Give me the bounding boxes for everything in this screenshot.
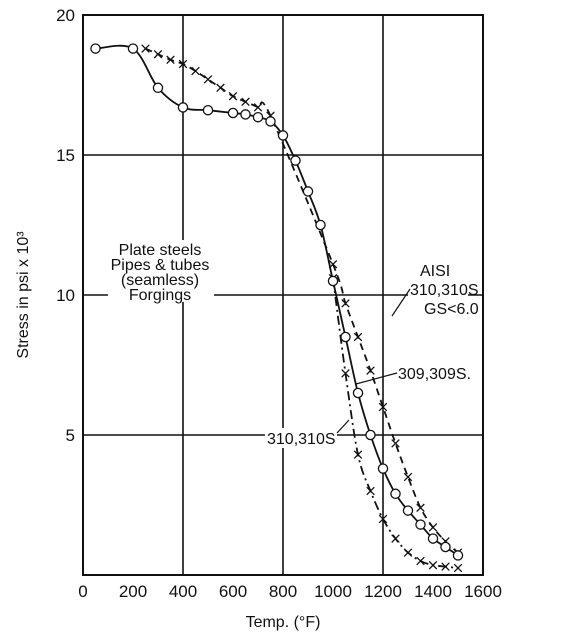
circle-marker — [202, 104, 214, 116]
circle-marker — [90, 43, 101, 54]
circle-marker — [277, 130, 289, 141]
x-tick-label: 600 — [219, 582, 247, 601]
x-marker — [353, 332, 363, 342]
x-tick-label: 1000 — [314, 582, 352, 601]
x-marker — [391, 534, 400, 543]
label-310-gs: AISI 310,310S GS<6.0 — [391, 260, 479, 318]
circle-marker — [340, 331, 351, 343]
circle-marker — [352, 387, 364, 399]
x-marker — [141, 44, 150, 53]
x-marker — [328, 259, 338, 269]
circle-marker — [152, 82, 164, 94]
label-aisi: AISI — [420, 263, 450, 280]
label-310-310s-gs: 310,310S — [410, 282, 479, 299]
x-marker — [428, 523, 438, 532]
label-gs-value: GS<6.0 — [424, 301, 479, 318]
x-marker — [178, 59, 188, 69]
circle-marker — [127, 43, 139, 54]
x-marker — [241, 97, 250, 107]
label-309-309s: 309,309S. — [398, 366, 471, 383]
leader-310-gs — [391, 288, 411, 317]
x-tick-label: 1200 — [364, 582, 402, 601]
leader-309 — [355, 372, 398, 385]
y-tick-label: 20 — [56, 6, 75, 25]
x-marker — [353, 450, 363, 459]
x-tick-label: 200 — [119, 582, 147, 601]
x-marker — [441, 562, 450, 571]
series-markers — [90, 43, 464, 573]
x-marker — [403, 472, 413, 482]
label-background — [408, 260, 468, 318]
x-tick-label: 0 — [78, 582, 87, 601]
x-marker — [428, 560, 438, 570]
x-marker — [378, 402, 388, 412]
circle-marker — [240, 109, 251, 120]
circle-marker — [290, 155, 301, 166]
x-marker — [416, 556, 425, 566]
circle-marker — [440, 541, 451, 553]
x-marker — [416, 503, 425, 513]
x-tick-label: 800 — [269, 582, 297, 601]
y-tick-label: 5 — [66, 426, 75, 445]
y-tick-label: 10 — [56, 286, 75, 305]
circle-marker — [402, 505, 414, 516]
label-background — [265, 428, 337, 448]
x-marker — [216, 83, 225, 93]
label-310: 310,310S — [265, 419, 350, 448]
x-marker — [366, 366, 375, 375]
x-marker — [453, 563, 463, 573]
plot-frame — [82, 14, 484, 576]
x-tick-label: 1400 — [414, 582, 452, 601]
circle-marker — [252, 111, 264, 123]
x-axis-label: Temp. (°F) — [246, 614, 321, 631]
x-marker — [228, 91, 238, 101]
label-310-310s: 310,310S — [267, 431, 336, 448]
y-tick-label: 15 — [56, 146, 75, 165]
annotation-seamless: (seamless) — [121, 272, 199, 289]
x-marker — [341, 369, 350, 378]
x-marker — [341, 299, 350, 308]
x-tick-label: 400 — [169, 582, 197, 601]
y-axis-label: Stress in psi x 10³ — [15, 231, 32, 359]
circle-marker — [302, 186, 314, 197]
x-marker — [166, 55, 175, 65]
series-curves — [95, 44, 459, 569]
circle-marker — [390, 488, 401, 500]
circle-marker — [377, 463, 389, 474]
x-tick-label: 1600 — [464, 582, 502, 601]
series-line-1 — [145, 47, 459, 554]
tick-labels: 0 200 400 600 800 1000 1200 1400 1600 5 10 15 20 — [56, 6, 502, 601]
circle-marker — [452, 550, 464, 561]
leader-310 — [336, 419, 350, 434]
circle-marker — [415, 519, 426, 530]
circle-marker — [327, 275, 339, 287]
label-background — [397, 363, 471, 383]
circle-marker — [427, 533, 439, 544]
annotation-plate-steels: Plate steels — [119, 242, 202, 259]
circle-marker — [265, 116, 276, 127]
annotation-pipes-tubes: Pipes & tubes — [111, 257, 210, 274]
material-annotation: Plate steels Pipes & tubes (seamless) Fo… — [108, 240, 214, 304]
annotation-forgings: Forgings — [129, 287, 191, 304]
x-marker — [253, 103, 263, 112]
label-309: 309,309S. — [355, 363, 471, 385]
x-marker — [391, 439, 400, 448]
x-marker — [403, 548, 413, 557]
x-marker — [378, 514, 388, 524]
x-marker — [366, 486, 375, 496]
circle-marker — [315, 219, 326, 231]
circle-marker — [227, 107, 239, 119]
x-marker — [153, 49, 163, 59]
x-marker — [191, 66, 200, 76]
circle-marker — [177, 102, 189, 113]
annotation-background — [108, 240, 214, 302]
x-marker — [203, 75, 213, 84]
circle-marker — [365, 429, 376, 441]
